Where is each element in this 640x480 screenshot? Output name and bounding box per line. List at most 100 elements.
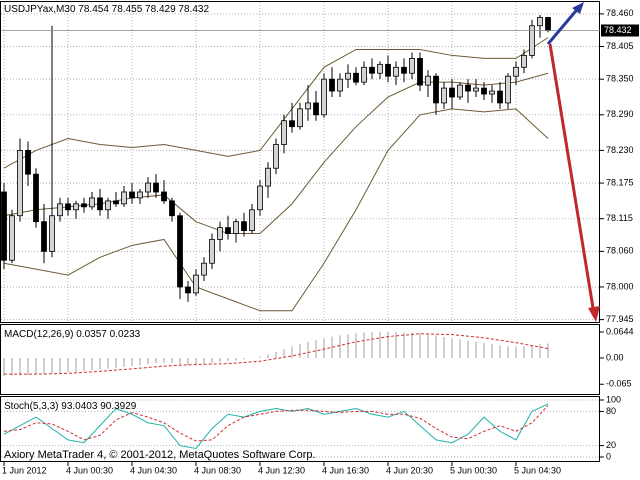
candle-body bbox=[233, 221, 239, 234]
candle-body bbox=[49, 215, 55, 252]
last-high: 78.455 bbox=[112, 4, 143, 15]
candle-body bbox=[137, 191, 143, 199]
stoch-header: Stoch(5,3,3) 93.0403 90.3929 bbox=[4, 401, 137, 412]
candle-body bbox=[81, 203, 87, 208]
candle-body bbox=[217, 227, 223, 240]
candle-body bbox=[361, 66, 367, 83]
y-tick-label: 78.175 bbox=[606, 177, 634, 187]
candle-body bbox=[65, 203, 71, 211]
candle-body bbox=[33, 173, 39, 223]
candle-body bbox=[257, 185, 263, 211]
candle-body bbox=[465, 84, 471, 92]
candle-body bbox=[385, 63, 391, 77]
candle-body bbox=[497, 90, 503, 104]
candle-body bbox=[521, 55, 527, 68]
candle-body bbox=[481, 87, 487, 95]
stoch-title: Stoch(5,3,3) bbox=[4, 401, 58, 412]
candle-body bbox=[313, 102, 319, 116]
candle-body bbox=[129, 191, 135, 199]
candle-body bbox=[1, 191, 7, 261]
stoch-main bbox=[3, 403, 549, 449]
candle-body bbox=[329, 78, 335, 92]
candle-body bbox=[97, 197, 103, 211]
symbol: USDJPYax,M30 bbox=[4, 4, 76, 15]
last-low: 78.429 bbox=[145, 4, 176, 15]
y-tick-label: 78.230 bbox=[606, 145, 634, 155]
y-tick-label: 0.0644 bbox=[606, 326, 634, 336]
candle-body bbox=[113, 200, 119, 205]
candle-body bbox=[201, 262, 207, 276]
signal-line bbox=[4, 333, 549, 375]
x-tick-label: 4 Jun 04:30 bbox=[130, 465, 177, 475]
watermark: Axiory MetaTrader 4, © 2001-2012, MetaQu… bbox=[4, 449, 316, 461]
candle-body bbox=[249, 209, 255, 231]
x-tick-label: 5 Jun 04:30 bbox=[514, 465, 561, 475]
candle-body bbox=[417, 58, 423, 86]
x-tick-label: 1 Jun 2012 bbox=[2, 465, 47, 475]
candle-body bbox=[105, 200, 111, 211]
candle-body bbox=[441, 87, 447, 104]
candle-body bbox=[161, 191, 167, 202]
candle-body bbox=[153, 182, 159, 193]
y-tick-label: 78.350 bbox=[606, 74, 634, 84]
candle-body bbox=[457, 84, 463, 98]
candle-body bbox=[537, 17, 543, 27]
candle-body bbox=[473, 87, 479, 92]
y-tick-label: 78.060 bbox=[606, 246, 634, 256]
y-tick-label: 0 bbox=[606, 451, 611, 461]
candle-body bbox=[289, 120, 295, 128]
x-tick-label: 4 Jun 16:30 bbox=[322, 465, 369, 475]
red-arrow bbox=[548, 43, 596, 315]
candle-body bbox=[377, 63, 383, 74]
candle-body bbox=[393, 66, 399, 77]
candle-body bbox=[345, 72, 351, 80]
stoch-signal bbox=[3, 405, 549, 442]
y-tick-label: 78.405 bbox=[606, 41, 634, 51]
candle-body bbox=[193, 274, 199, 294]
candle-body bbox=[57, 203, 63, 217]
y-tick-label: 100 bbox=[606, 394, 621, 404]
candle-body bbox=[353, 72, 359, 83]
y-tick-label: 78.000 bbox=[606, 281, 634, 291]
candle-body bbox=[425, 75, 431, 86]
candle-body bbox=[73, 203, 79, 211]
candle-body bbox=[9, 215, 15, 261]
candle-body bbox=[433, 75, 439, 104]
y-tick-label: 78.115 bbox=[606, 213, 633, 223]
candle-body bbox=[305, 102, 311, 110]
x-tick-label: 4 Jun 08:30 bbox=[194, 465, 241, 475]
candle-body bbox=[409, 58, 415, 74]
candle-body bbox=[321, 78, 327, 116]
macd-last: 0.0357 bbox=[76, 329, 107, 340]
y-tick-label: 77.945 bbox=[606, 314, 634, 324]
macd-title: MACD(12,26,9) bbox=[4, 329, 73, 340]
current-price-box bbox=[601, 24, 639, 37]
candle-body bbox=[337, 78, 343, 92]
candle-body bbox=[281, 120, 287, 145]
signal-last: 0.0233 bbox=[110, 329, 141, 340]
stoch-panel bbox=[0, 396, 600, 462]
candle-body bbox=[489, 90, 495, 95]
candle-body bbox=[505, 75, 511, 104]
y-tick-label: 78.290 bbox=[606, 109, 634, 119]
price-header: USDJPYax,M30 78.454 78.455 78.429 78.432 bbox=[4, 4, 209, 15]
candle-body bbox=[529, 25, 535, 56]
blue-arrow-head bbox=[572, 2, 584, 14]
candle-body bbox=[89, 197, 95, 208]
candle-body bbox=[241, 221, 247, 231]
x-tick-label: 4 Jun 12:30 bbox=[258, 465, 305, 475]
candle-body bbox=[265, 167, 271, 187]
candle-body bbox=[401, 66, 407, 74]
candle-body bbox=[209, 239, 215, 264]
candle-body bbox=[449, 87, 455, 98]
band-line bbox=[3, 108, 549, 312]
x-tick-label: 4 Jun 20:30 bbox=[386, 465, 433, 475]
blue-arrow bbox=[546, 5, 582, 45]
candle-body bbox=[185, 286, 191, 294]
candle-body bbox=[297, 108, 303, 128]
candle-body bbox=[369, 66, 375, 74]
candle-body bbox=[25, 150, 31, 175]
x-tick-label: 5 Jun 00:30 bbox=[450, 465, 497, 475]
red-arrow-head bbox=[588, 306, 600, 322]
